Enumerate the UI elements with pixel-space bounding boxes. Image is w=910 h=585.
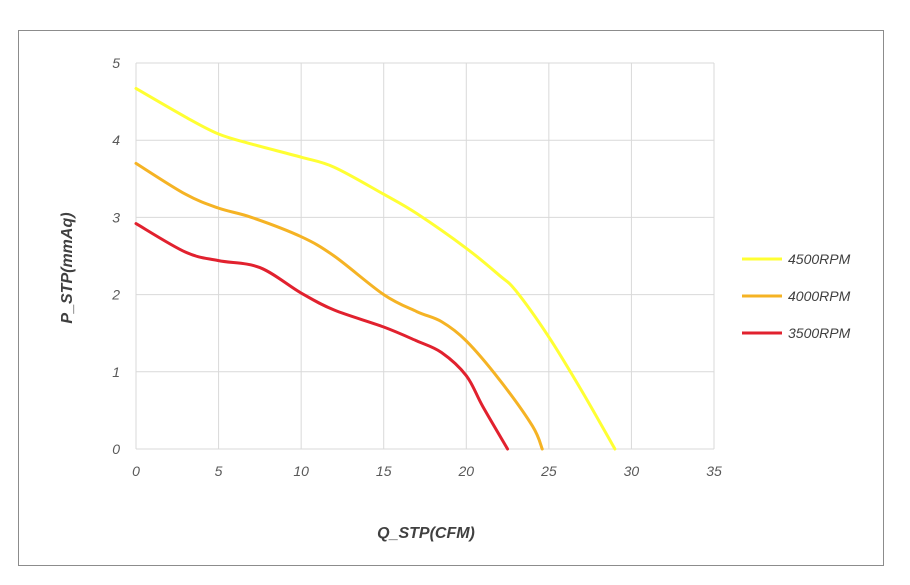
legend-label: 3500RPM <box>788 325 851 341</box>
x-axis-title: Q_STP(CFM) <box>377 525 475 542</box>
y-tick-label: 5 <box>112 55 120 71</box>
y-tick-label: 0 <box>112 441 120 457</box>
y-tick-label: 2 <box>111 287 120 303</box>
tick-labels: 0 5 10 15 20 25 30 35 0 1 2 3 4 5 <box>111 55 722 479</box>
x-tick-label: 25 <box>540 463 557 479</box>
x-tick-label: 0 <box>132 463 140 479</box>
series-line-4500rpm <box>134 86 617 451</box>
legend-label: 4000RPM <box>788 288 851 304</box>
x-tick-label: 20 <box>457 463 474 479</box>
x-tick-label: 15 <box>376 463 392 479</box>
legend-label: 4500RPM <box>788 251 851 267</box>
y-axis-title: P_STP(mmAq) <box>59 212 76 323</box>
grid <box>135 62 715 450</box>
x-tick-label: 35 <box>706 463 722 479</box>
series-line-3500rpm <box>134 222 510 451</box>
y-tick-label: 4 <box>112 132 120 148</box>
legend: 4500RPM 4000RPM 3500RPM <box>742 251 851 341</box>
series-lines <box>134 86 617 451</box>
x-tick-label: 10 <box>293 463 309 479</box>
series-line-4000rpm <box>134 161 544 451</box>
x-tick-label: 30 <box>624 463 640 479</box>
y-tick-label: 1 <box>112 364 120 380</box>
x-tick-label: 5 <box>215 463 223 479</box>
y-tick-label: 3 <box>112 209 120 225</box>
chart-frame <box>18 30 884 566</box>
